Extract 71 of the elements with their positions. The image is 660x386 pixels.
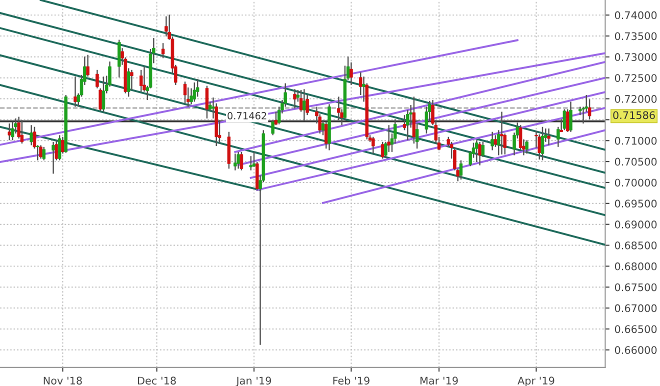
candlestick [562,108,566,131]
candlestick [293,88,296,110]
candlestick [234,152,237,171]
y-tick-label: 0.68500 [614,241,657,250]
candlestick [205,85,209,120]
candlestick [249,155,252,171]
candlestick [406,109,410,141]
candlestick [139,69,143,92]
candlestick [36,144,40,161]
candlestick [39,144,42,160]
candlestick [20,119,24,144]
candlestick [52,141,55,174]
candlestick [192,82,196,102]
candlestick [183,80,187,104]
x-tick-label: Nov '18 [44,376,82,385]
candlestick [196,78,200,98]
candlestick [126,68,130,98]
ref-line-label: 0.71462 [228,112,266,120]
candlestick [547,128,550,146]
y-tick-label: 0.73500 [614,32,657,40]
candlestick [240,151,244,171]
x-tick-label: Jan '19 [236,376,272,386]
candlestick [350,62,353,86]
candlestick [74,76,77,108]
y-tick-label: 0.67000 [614,304,657,312]
candlestick [164,16,168,38]
candlestick [42,146,46,161]
candlestick [96,69,99,89]
candlestick [569,101,572,132]
candlestick [540,126,544,161]
candlestick [478,141,482,166]
candlestick [380,141,384,160]
candlestick [130,69,134,91]
candlestick [236,151,240,170]
candlestick [161,42,165,59]
y-tick-label: 0.67500 [614,283,657,292]
y-tick-label: 0.74000 [614,11,657,20]
candlestick [459,160,463,180]
candlestick [8,122,12,141]
y-tick-label: 0.66000 [614,346,657,354]
y-tick-label: 0.69000 [614,220,657,228]
candlestick [538,134,541,160]
candlestick [475,140,478,163]
candlestick [588,98,592,120]
candlestick [494,134,498,148]
candlestick [490,131,494,151]
y-tick-label: 0.73000 [614,53,657,62]
candlestick [252,151,256,168]
candlestick [525,140,528,154]
candlestick [17,116,20,140]
candlestick [10,121,14,141]
x-tick-label: Feb '19 [333,376,370,385]
y-tick-label: 0.71000 [614,136,657,145]
y-tick-label: 0.72500 [614,74,657,82]
y-tick-label: 0.72000 [614,95,657,103]
candlestick [302,88,306,122]
candlestick [372,136,375,154]
candlestick [500,111,504,156]
annotation: 0.71586 [613,111,655,120]
y-tick-label: 0.66500 [614,325,657,334]
y-tick-label: 0.70500 [614,158,657,166]
x-tick-label: Dec '18 [138,376,176,385]
candlestick [102,76,106,112]
y-tick-label: 0.68000 [614,262,657,270]
candlestick [337,96,340,121]
candlestick [30,124,33,146]
candlestick [58,134,62,161]
candlestick [481,141,485,158]
y-tick-label: 0.70000 [614,178,657,187]
x-tick-label: Mar '19 [420,376,458,385]
y-tick-label: 0.69500 [614,200,657,208]
